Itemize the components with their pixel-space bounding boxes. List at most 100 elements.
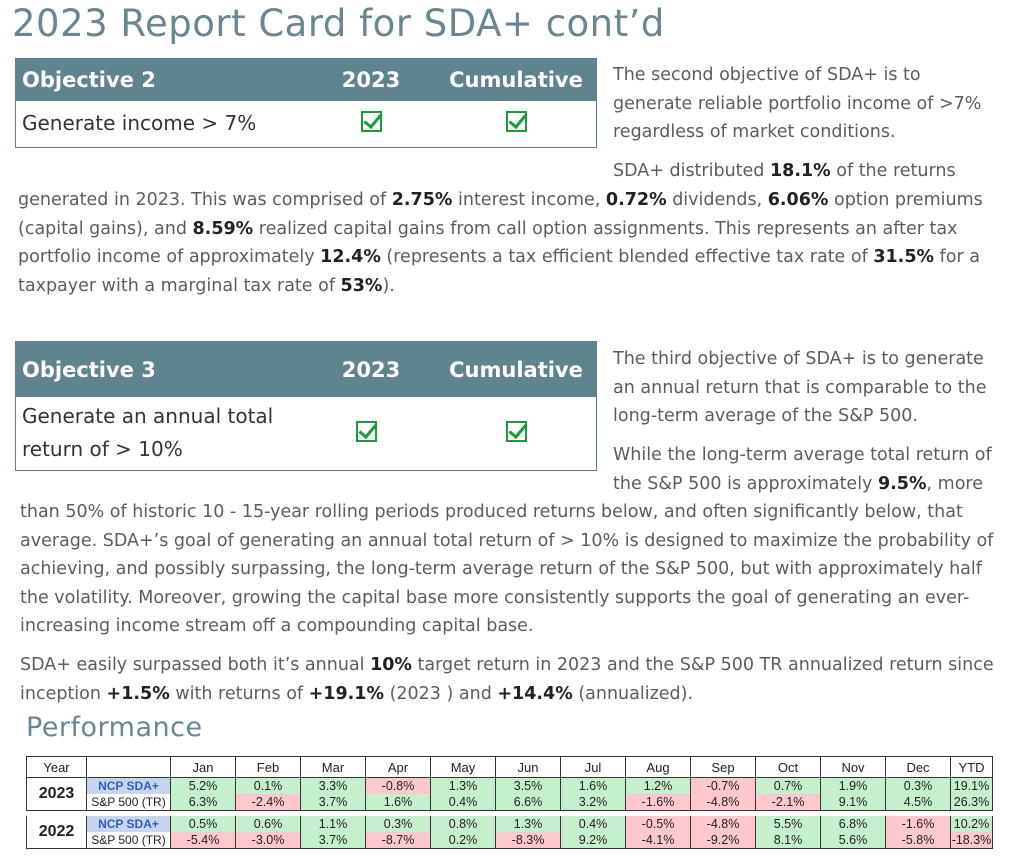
return-cell: -0.5% bbox=[625, 816, 691, 832]
objective-3-title: Objective 3 bbox=[22, 357, 156, 382]
table-row: 2022 NCP SDA+ 0.5% 0.6% 1.1% 0.3% 0.8% 1.3% 0.4%… bbox=[26, 816, 993, 849]
page-title: 2023 Report Card for SDA+ cont’d bbox=[12, 2, 665, 45]
objective-2-desc: The second objective of SDA+ is to gener… bbox=[613, 65, 982, 142]
return-cell: 0.6% bbox=[235, 816, 301, 832]
column-header: Feb bbox=[235, 756, 301, 778]
checkbox-checked-icon bbox=[355, 420, 377, 442]
performance-table: Year Jan Feb Mar Apr May Jun Jul Aug Sep… bbox=[26, 756, 993, 849]
return-cell: 0.2% bbox=[430, 832, 496, 849]
return-cell: 19.1% bbox=[950, 777, 993, 794]
objective-3-summary: SDA+ easily surpassed both it’s annual 1… bbox=[20, 655, 994, 704]
year-cell: 2023 bbox=[26, 777, 87, 811]
return-cell: 3.5% bbox=[495, 777, 561, 794]
return-cell: 1.9% bbox=[820, 777, 886, 794]
return-cell: -4.8% bbox=[690, 794, 756, 811]
objective-3-table: Objective 3 2023 Cumulative Generate an … bbox=[15, 341, 597, 471]
objective-2-header: Objective 2 2023 Cumulative bbox=[16, 59, 596, 101]
return-cell: 0.3% bbox=[365, 816, 431, 832]
column-header: May bbox=[430, 756, 496, 778]
year-cell: 2022 bbox=[26, 816, 87, 849]
return-cell: -1.6% bbox=[885, 816, 951, 832]
table-row: S&P 500 (TR) -5.4% -3.0% 3.7% -8.7% 0.2% -8.3%… bbox=[27, 832, 993, 849]
column-header: Jan bbox=[170, 756, 236, 778]
return-cell: -2.1% bbox=[755, 794, 821, 811]
column-header: Dec bbox=[885, 756, 951, 778]
objective-3-sp500-intro: While the long-term average total return… bbox=[613, 445, 992, 494]
return-cell: 9.2% bbox=[560, 832, 626, 849]
return-cell: -5.8% bbox=[885, 832, 951, 849]
column-header: Year bbox=[26, 756, 87, 778]
objective-3-cumulative-col: Cumulative bbox=[449, 357, 583, 382]
return-cell: 1.3% bbox=[430, 777, 496, 794]
return-cell: -4.8% bbox=[690, 816, 756, 832]
return-cell: -1.6% bbox=[625, 794, 691, 811]
column-header: Aug bbox=[625, 756, 691, 778]
column-header: Jul bbox=[560, 756, 626, 778]
objective-2-label: Generate income > 7% bbox=[22, 111, 257, 135]
objective-2-cumulative-col: Cumulative bbox=[449, 68, 583, 92]
return-cell: 0.8% bbox=[430, 816, 496, 832]
column-header: Apr bbox=[365, 756, 431, 778]
return-cell: -8.7% bbox=[365, 832, 431, 849]
column-header: Jun bbox=[495, 756, 561, 778]
table-row: 2023 NCP SDA+ 5.2% 0.1% 3.3% -0.8% 1.3% 3.5% 1.6… bbox=[26, 777, 993, 811]
return-cell: 1.2% bbox=[625, 777, 691, 794]
performance-header-row: Year Jan Feb Mar Apr May Jun Jul Aug Sep… bbox=[26, 756, 993, 778]
return-cell: -4.1% bbox=[625, 832, 691, 849]
checkbox-checked-icon bbox=[505, 111, 527, 132]
column-header: Mar bbox=[300, 756, 366, 778]
checkbox-checked-icon bbox=[505, 420, 527, 442]
return-cell: 6.8% bbox=[820, 816, 886, 832]
row-label: S&P 500 (TR) bbox=[86, 794, 171, 811]
return-cell: 10.2% bbox=[950, 816, 993, 832]
objective-2-row: Generate income > 7% bbox=[16, 101, 596, 146]
performance-title: Performance bbox=[26, 712, 203, 743]
return-cell: 1.3% bbox=[495, 816, 561, 832]
return-cell: 5.5% bbox=[755, 816, 821, 832]
return-cell: 6.3% bbox=[170, 794, 236, 811]
column-header: Oct bbox=[755, 756, 821, 778]
return-cell: 5.6% bbox=[820, 832, 886, 849]
objective-3-desc: The third objective of SDA+ is to genera… bbox=[613, 349, 987, 426]
return-cell: 0.7% bbox=[755, 777, 821, 794]
column-header: Sep bbox=[690, 756, 756, 778]
return-cell: 0.3% bbox=[885, 777, 951, 794]
return-cell: -5.4% bbox=[170, 832, 236, 849]
return-cell: 8.1% bbox=[755, 832, 821, 849]
return-cell: 0.4% bbox=[560, 816, 626, 832]
return-cell: -2.4% bbox=[235, 794, 301, 811]
row-label: NCP SDA+ bbox=[86, 777, 171, 794]
return-cell: 0.1% bbox=[235, 777, 301, 794]
objective-2-title: Objective 2 bbox=[22, 68, 156, 92]
return-cell: -0.8% bbox=[365, 777, 431, 794]
return-cell: 1.1% bbox=[300, 816, 366, 832]
objective-2-table: Objective 2 2023 Cumulative Generate inc… bbox=[15, 58, 597, 148]
return-cell: 1.6% bbox=[365, 794, 431, 811]
return-cell: 0.4% bbox=[430, 794, 496, 811]
return-cell: -0.7% bbox=[690, 777, 756, 794]
return-cell: -3.0% bbox=[235, 832, 301, 849]
return-cell: 6.6% bbox=[495, 794, 561, 811]
objective-3-header: Objective 3 2023 Cumulative bbox=[16, 342, 596, 397]
objective-2-distribution-detail: generated in 2023. This was comprised of… bbox=[18, 190, 983, 296]
return-cell: 9.1% bbox=[820, 794, 886, 811]
table-row: S&P 500 (TR) 6.3% -2.4% 3.7% 1.6% 0.4% 6.6% 3.2… bbox=[27, 794, 993, 811]
return-cell: -9.2% bbox=[690, 832, 756, 849]
return-cell: 3.2% bbox=[560, 794, 626, 811]
objective-3-rationale: than 50% of historic 10 - 15-year rollin… bbox=[20, 502, 994, 636]
return-cell: 3.7% bbox=[300, 794, 366, 811]
objective-2-distribution-intro: SDA+ distributed 18.1% of the returns bbox=[613, 161, 956, 181]
checkbox-checked-icon bbox=[360, 111, 382, 132]
column-header: YTD bbox=[950, 756, 993, 778]
objective-3-row: Generate an annual total return of > 10% bbox=[16, 397, 596, 469]
objective-3-year-col: 2023 bbox=[341, 357, 401, 382]
return-cell: 3.3% bbox=[300, 777, 366, 794]
objective-2-year-col: 2023 bbox=[341, 68, 401, 92]
return-cell: 1.6% bbox=[560, 777, 626, 794]
column-header: Nov bbox=[820, 756, 886, 778]
return-cell: -8.3% bbox=[495, 832, 561, 849]
return-cell: 4.5% bbox=[885, 794, 951, 811]
column-header bbox=[86, 756, 171, 778]
objective-3-label: Generate an annual total return of > 10% bbox=[22, 404, 274, 461]
return-cell: 0.5% bbox=[170, 816, 236, 832]
